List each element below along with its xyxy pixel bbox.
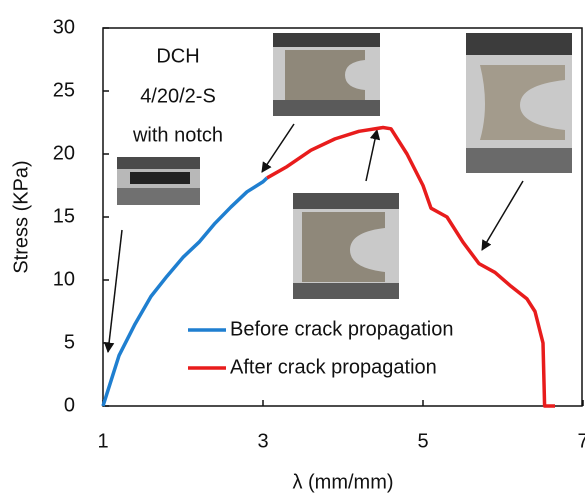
annotation: 4/20/2-S	[140, 85, 216, 107]
photo	[273, 33, 380, 116]
arrow	[108, 230, 122, 352]
y-tick-label: 15	[53, 205, 75, 227]
arrow	[482, 181, 523, 250]
x-tick-label: 1	[97, 430, 108, 452]
y-tick-label: 10	[53, 268, 75, 290]
y-tick-label: 20	[53, 142, 75, 164]
page: {"chart_data": {"type": "line", "xlabel"…	[0, 0, 585, 497]
y-tick-label: 5	[64, 331, 75, 353]
x-tick-label: 5	[417, 430, 428, 452]
y-tick-label: 25	[53, 79, 75, 101]
y-tick-label: 30	[53, 16, 75, 38]
arrow	[366, 130, 377, 181]
legend-label: Before crack propagation	[230, 318, 453, 340]
photo	[117, 157, 200, 205]
photos	[117, 33, 572, 299]
photo	[466, 33, 572, 173]
x-tick-label: 3	[257, 430, 268, 452]
legend-label: After crack propagation	[230, 356, 437, 378]
x-tick-label: 7	[577, 430, 585, 452]
x-axis-label: λ (mm/mm)	[292, 471, 393, 493]
annotation: DCH	[156, 45, 199, 67]
photo	[293, 193, 399, 299]
y-axis-label: Stress (KPa)	[10, 160, 32, 273]
annotation: with notch	[132, 124, 223, 146]
y-tick-label: 0	[64, 394, 75, 416]
chart: Stress (KPa) λ (mm/mm) DCH 4/20/2-S with…	[0, 0, 585, 497]
